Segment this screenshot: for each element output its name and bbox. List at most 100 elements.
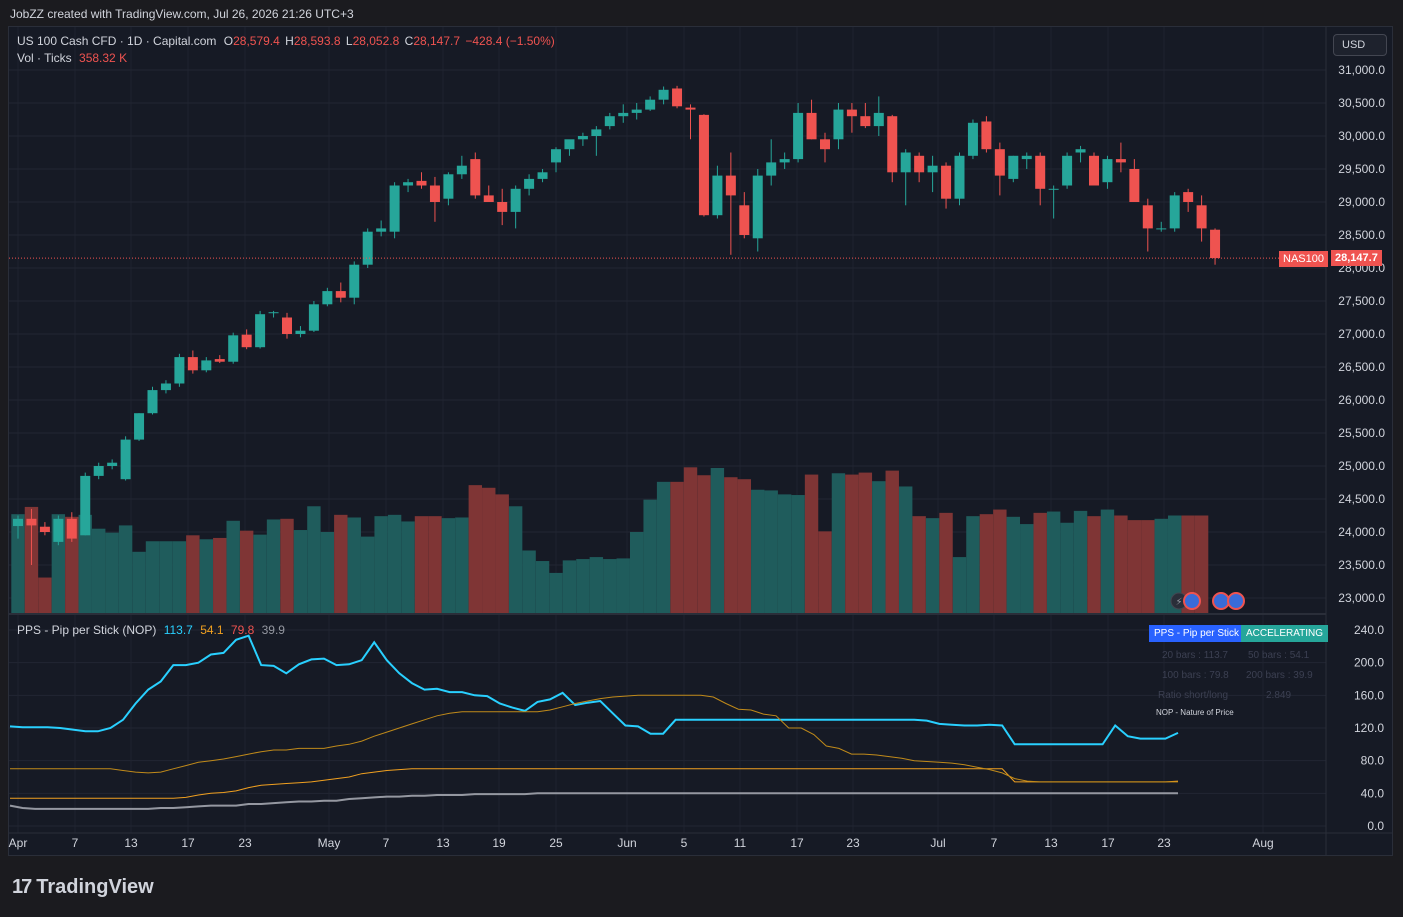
candle-body bbox=[564, 139, 575, 150]
candle bbox=[349, 261, 360, 305]
volume-bar bbox=[831, 473, 846, 614]
volume-bar bbox=[1100, 509, 1115, 614]
ohlc-open: O28,579.4 bbox=[223, 34, 280, 48]
candle bbox=[685, 104, 696, 140]
price-tick-label: 30,500.0 bbox=[1338, 96, 1385, 110]
volume-bars bbox=[11, 467, 1209, 614]
pps-line-100-bars bbox=[10, 694, 1178, 783]
volume-bar bbox=[1033, 512, 1047, 614]
candle-body bbox=[712, 175, 723, 216]
candle bbox=[900, 149, 911, 206]
candle bbox=[1075, 145, 1086, 163]
price-tick-label: 23,000.0 bbox=[1338, 591, 1385, 605]
candle bbox=[698, 114, 709, 217]
time-tick-label: 19 bbox=[492, 836, 506, 850]
candle bbox=[1115, 142, 1126, 173]
volume-bar bbox=[670, 481, 684, 614]
candle-body bbox=[941, 165, 952, 199]
pps-tick-label: 160.0 bbox=[1354, 688, 1384, 702]
chart-frame[interactable] bbox=[8, 26, 1393, 856]
candle bbox=[66, 512, 77, 542]
candle bbox=[497, 188, 508, 226]
candle bbox=[456, 155, 467, 179]
candle-body bbox=[26, 518, 37, 526]
candle-body bbox=[80, 475, 91, 536]
candle-body bbox=[1048, 188, 1059, 190]
time-tick-label: 23 bbox=[238, 836, 252, 850]
candle-body bbox=[1115, 159, 1126, 163]
price-tick-label: 23,500.0 bbox=[1338, 558, 1385, 572]
price-change: −428.4 (−1.50%) bbox=[465, 34, 555, 48]
price-tick-label: 29,500.0 bbox=[1338, 162, 1385, 176]
time-tick-label: 17 bbox=[790, 836, 804, 850]
volume-bar bbox=[334, 514, 348, 614]
volume-bar bbox=[213, 537, 227, 614]
candle-body bbox=[1169, 195, 1180, 229]
volume-bar bbox=[845, 474, 859, 614]
candle-body bbox=[1021, 155, 1032, 160]
time-tick-label: 23 bbox=[846, 836, 860, 850]
candle bbox=[53, 515, 64, 546]
candle bbox=[712, 165, 723, 219]
candle bbox=[551, 147, 561, 173]
candle bbox=[1196, 195, 1207, 242]
candle bbox=[120, 436, 131, 481]
pps-tick-label: 240.0 bbox=[1354, 623, 1384, 637]
candle-body bbox=[510, 188, 521, 212]
volume-bar bbox=[347, 517, 361, 614]
volume-bar bbox=[482, 487, 496, 614]
candle-body bbox=[537, 172, 548, 179]
time-tick-label: Apr bbox=[9, 836, 28, 850]
candle-body bbox=[1183, 192, 1194, 202]
chart-watermark-header: JobZZ created with TradingView.com, Jul … bbox=[10, 7, 354, 21]
volume-bar bbox=[307, 506, 321, 614]
volume-bar bbox=[737, 479, 751, 614]
volume-bar bbox=[656, 481, 671, 614]
volume-bar bbox=[401, 521, 415, 614]
currency-button[interactable]: USD bbox=[1333, 34, 1387, 56]
pps-line-20-bars bbox=[9, 634, 1179, 746]
candle bbox=[93, 462, 104, 480]
volume-bar bbox=[777, 494, 792, 614]
candle-body bbox=[981, 121, 992, 150]
pps-axis: 240.0 200.0 160.0 120.0 80.0 40.0 0.0 bbox=[1354, 623, 1384, 833]
candle bbox=[214, 355, 225, 364]
volume-bar bbox=[145, 541, 160, 614]
price-tick-label: 24,500.0 bbox=[1338, 492, 1385, 506]
candle-body bbox=[228, 335, 239, 362]
volume-bar bbox=[1181, 515, 1195, 614]
candle bbox=[255, 310, 266, 349]
candle-body bbox=[752, 175, 763, 239]
candle bbox=[362, 228, 373, 268]
candle-body bbox=[241, 334, 252, 348]
candle bbox=[941, 162, 952, 209]
volume-bar bbox=[724, 477, 738, 614]
candle-body bbox=[308, 304, 319, 331]
pps-nop-label: NOP - Nature of Price bbox=[1156, 708, 1234, 717]
candle bbox=[134, 413, 145, 441]
volume-label: Vol · Ticks bbox=[17, 51, 72, 65]
volume-bar bbox=[1168, 515, 1182, 614]
candle bbox=[672, 85, 683, 109]
candle-body bbox=[39, 526, 50, 532]
volume-bar bbox=[226, 520, 240, 614]
candle-body bbox=[994, 149, 1005, 176]
candle bbox=[510, 185, 521, 229]
candle-body bbox=[295, 330, 306, 334]
candle bbox=[591, 126, 602, 156]
volume-bar bbox=[455, 517, 469, 614]
time-tick-label: 13 bbox=[1044, 836, 1058, 850]
time-axis: Apr 7 13 17 23 May 7 13 19 25 Jun 5 11 17 23 Jul 7 13 17 23… bbox=[9, 836, 1274, 850]
pps-badge-state: ACCELERATING bbox=[1241, 625, 1329, 642]
time-tick-label: 7 bbox=[991, 836, 998, 850]
candle bbox=[981, 116, 992, 153]
volume-bar bbox=[508, 506, 523, 614]
candle-body bbox=[954, 155, 965, 199]
candle-body bbox=[672, 88, 683, 107]
candle-body bbox=[497, 202, 508, 212]
candle bbox=[967, 119, 978, 160]
pps-line-200-bars bbox=[9, 792, 1178, 810]
candle bbox=[107, 459, 118, 470]
candle bbox=[914, 152, 925, 183]
